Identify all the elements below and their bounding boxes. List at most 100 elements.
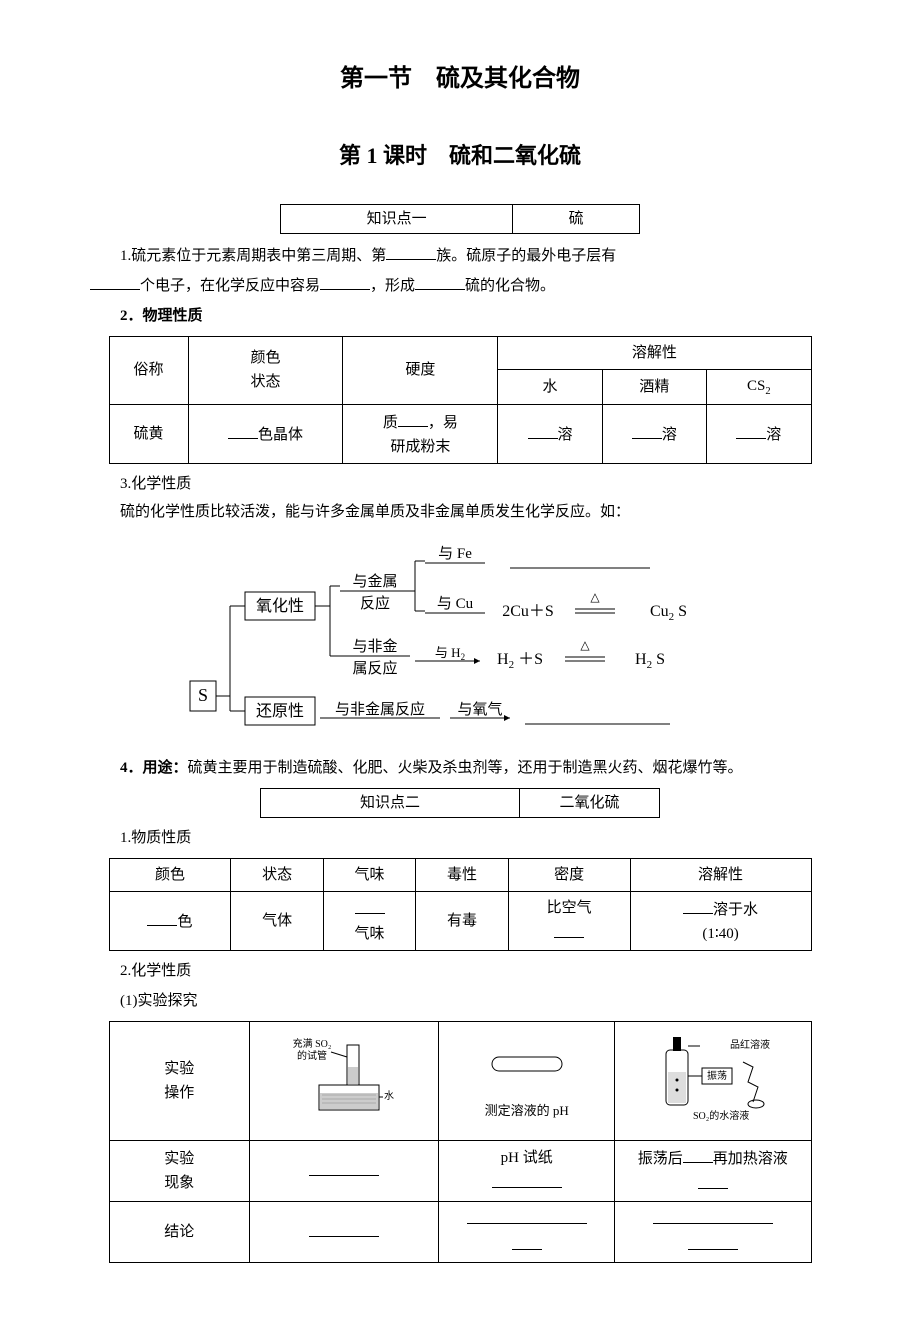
t3-r3c1: 结论 [109, 1202, 249, 1263]
table-so2-physical: 颜色 状态 气味 毒性 密度 溶解性 色 气体 气味 有毒 比空气 溶于水(1∶… [109, 858, 812, 951]
svg-text:氧化性: 氧化性 [256, 597, 304, 615]
text1-mid3: ，形成 [370, 278, 415, 294]
t3-r3c3 [439, 1202, 615, 1263]
t1-r1c4: 溶解性 [498, 336, 811, 369]
svg-text:SO₂的水溶液: SO₂的水溶液 [693, 1109, 749, 1122]
t1-r3c2: 色晶体 [188, 405, 343, 464]
svg-text:与 Fe: 与 Fe [438, 545, 472, 562]
svg-text:Cu2 S: Cu2 S [650, 603, 687, 623]
blank-color [228, 421, 258, 439]
svg-text:H2 ＋S: H2 ＋S [497, 651, 543, 671]
svg-text:与氧气: 与氧气 [457, 701, 502, 718]
t3-r3c4 [614, 1202, 811, 1263]
t3-r2c2 [249, 1141, 439, 1202]
t3-r2c1: 实验现象 [109, 1141, 249, 1202]
svg-text:△: △ [590, 590, 600, 604]
text1-prefix: 1.硫元素位于元素周期表中第三周期、第 [120, 248, 386, 264]
t2-h5: 密度 [508, 859, 630, 892]
svg-text:H2 S: H2 S [635, 651, 665, 671]
t3-r3c2 [249, 1202, 439, 1263]
svg-text:振荡: 振荡 [707, 1069, 727, 1082]
reaction-diagram: S 氧化性 还原性 与金属 反应 与非金 属反应 与 Fe 与 Cu 2Cu＋S… [90, 536, 830, 744]
blank-cs2 [736, 421, 766, 439]
svg-text:还原性: 还原性 [256, 702, 304, 720]
heading-physical: 2．物理性质 [90, 304, 830, 328]
t1-r3c6: 溶 [707, 405, 811, 464]
table-physical-properties: 俗称 颜色状态 硬度 溶解性 水 酒精 CS2 硫黄 色晶体 质，易研成粉末 溶… [109, 336, 812, 465]
t2-h6: 溶解性 [630, 859, 811, 892]
blank-2 [90, 272, 140, 290]
blank-exp1 [309, 1158, 379, 1176]
blank-con3b [688, 1232, 738, 1250]
t3-r2c3: pH 试纸 [439, 1141, 615, 1202]
t1-r1c1: 俗称 [109, 336, 188, 405]
blank-water [528, 421, 558, 439]
t2-h1: 颜色 [109, 859, 231, 892]
t2-r1c2: 气体 [231, 892, 323, 951]
heading-so2-chemical: 2.化学性质 [90, 959, 830, 983]
knowledge1-right: 硫 [513, 205, 639, 233]
paragraph-1b: 个电子，在化学反应中容易 ，形成 硫的化合物。 [90, 272, 830, 298]
svg-text:充满 SO₂: 充满 SO₂ [293, 1037, 332, 1050]
paragraph-1: 1.硫元素位于元素周期表中第三周期、第族。硫原子的最外电子层有 [90, 242, 830, 268]
blank-exp2 [492, 1170, 562, 1188]
t3-r1c1: 实验操作 [109, 1022, 249, 1141]
t1-r1c3: 硬度 [343, 336, 498, 405]
svg-text:属反应: 属反应 [352, 659, 397, 677]
t2-r1c6: 溶于水(1∶40) [630, 892, 811, 951]
svg-text:品红溶液: 品红溶液 [730, 1038, 770, 1051]
svg-text:的试管: 的试管 [297, 1049, 327, 1062]
blank-con1 [309, 1219, 379, 1237]
blank-hard [398, 409, 428, 427]
t2-h4: 毒性 [416, 859, 508, 892]
svg-text:S: S [198, 685, 208, 705]
t2-h2: 状态 [231, 859, 323, 892]
blank-con2a [467, 1206, 587, 1224]
t1-r3c3: 质，易研成粉末 [343, 405, 498, 464]
blank-con3a [653, 1206, 773, 1224]
t1-r2c3: CS2 [707, 369, 811, 405]
svg-text:与 H2: 与 H2 [435, 645, 465, 662]
blank-con2b [512, 1232, 542, 1250]
heading-usage: 4．用途： [120, 760, 188, 776]
t1-r1c2: 颜色状态 [188, 336, 343, 405]
blank-so2-color [147, 908, 177, 926]
svg-text:与非金属反应: 与非金属反应 [335, 700, 425, 718]
svg-text:△: △ [580, 638, 590, 652]
t1-r3c5: 溶 [602, 405, 706, 464]
text-chemical: 硫的化学性质比较活泼，能与许多金属单质及非金属单质发生化学反应。如： [90, 500, 830, 524]
t3-r1c2: 充满 SO₂ 的试管 水 [249, 1022, 439, 1141]
knowledge2-left: 知识点二 [261, 789, 520, 817]
title-sub: 第 1 课时 硫和二氧化硫 [90, 138, 830, 173]
t3-r1c3: 测定溶液的 pH [439, 1022, 615, 1141]
svg-text:与 Cu: 与 Cu [437, 595, 474, 612]
knowledge-box-2: 知识点二 二氧化硫 [260, 788, 660, 818]
t2-r1c1: 色 [109, 892, 231, 951]
heading-chemical: 3.化学性质 [90, 472, 830, 496]
knowledge-box-1: 知识点一 硫 [280, 204, 640, 234]
heading-so2-physical: 1.物质性质 [90, 826, 830, 850]
t1-r3c4: 溶 [498, 405, 602, 464]
svg-text:与金属: 与金属 [352, 573, 397, 590]
svg-text:反应: 反应 [360, 594, 390, 612]
blank-3 [320, 272, 370, 290]
t3-r1c4: 品红溶液 振荡 SO₂的水溶液 [614, 1022, 811, 1141]
text1-mid2: 个电子，在化学反应中容易 [140, 278, 320, 294]
blank-4 [415, 272, 465, 290]
svg-text:水: 水 [384, 1090, 394, 1102]
text1-end: 硫的化合物。 [465, 278, 555, 294]
t2-r1c5: 比空气 [508, 892, 630, 951]
table-experiment: 实验操作 充满 SO₂ 的试管 水 [109, 1021, 812, 1263]
t1-r3c1: 硫黄 [109, 405, 188, 464]
t1-r2c1: 水 [498, 369, 602, 405]
knowledge1-left: 知识点一 [281, 205, 513, 233]
svg-text:与非金: 与非金 [352, 638, 397, 655]
t2-r1c4: 有毒 [416, 892, 508, 951]
t2-h3: 气味 [323, 859, 415, 892]
paragraph-usage: 4．用途：硫黄主要用于制造硫酸、化肥、火柴及杀虫剂等，还用于制造黑火药、烟花爆竹… [90, 756, 830, 780]
heading-experiment: (1)实验探究 [90, 989, 830, 1013]
blank-exp3a [683, 1145, 713, 1163]
knowledge2-right: 二氧化硫 [520, 789, 659, 817]
blank-exp3b [698, 1171, 728, 1189]
blank-alcohol [632, 421, 662, 439]
